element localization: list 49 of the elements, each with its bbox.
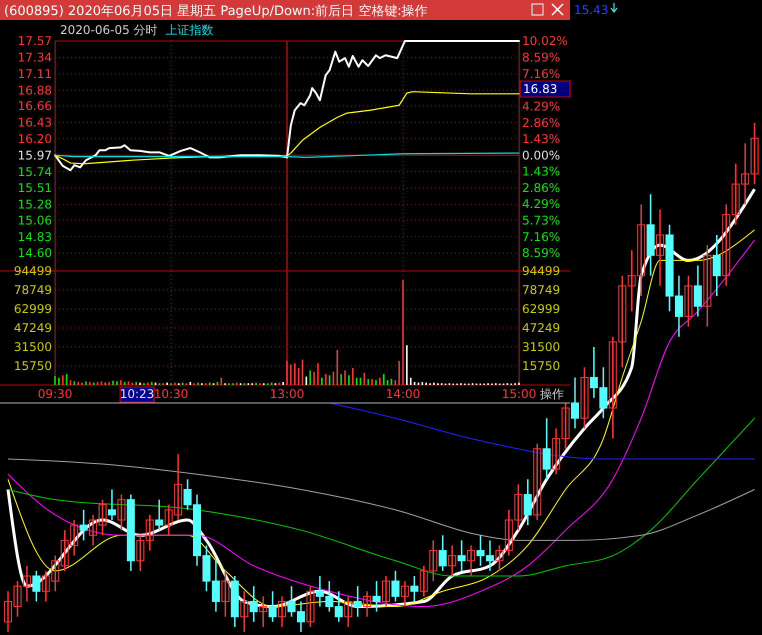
y-tick-label: 17.11 xyxy=(18,67,52,82)
y-tick-label: 62999 xyxy=(14,302,52,316)
y-tick-label: 62999 xyxy=(522,302,560,316)
text: 0.00% xyxy=(522,148,560,162)
text: 8.59% xyxy=(522,50,560,64)
text: 4.29% xyxy=(522,197,560,212)
text: 4.29% xyxy=(522,99,560,114)
x-tick-label: 09:30 xyxy=(38,387,72,401)
text: 7.16% xyxy=(522,66,560,81)
x-tick-label: 15:00 xyxy=(502,387,536,401)
text: 2.86% xyxy=(522,116,560,130)
x-tick-label: 14:00 xyxy=(386,387,420,401)
y-tick-label: 16.43 xyxy=(18,116,52,130)
y-tick-label: 16.66 xyxy=(18,99,52,114)
y-tick-label: 15.28 xyxy=(18,198,52,212)
x-tick-label: 13:00 xyxy=(270,387,304,401)
text: 5.73% xyxy=(522,214,560,228)
annotation: 10:23 xyxy=(120,387,154,401)
y-tick-label: 47249 xyxy=(522,321,560,336)
text: 2.86% xyxy=(522,180,560,195)
y-tick-label: 31500 xyxy=(522,340,560,354)
chart-title: (600895) 2020年06月05日 星期五 PageUp/Down:前后日 空格键:操作 xyxy=(4,4,428,19)
text: 7.16% xyxy=(522,230,560,244)
text: 8.59% xyxy=(522,246,560,260)
chart-subtitle: 2020-06-05 分时 xyxy=(60,23,158,37)
y-tick-label: 15.74 xyxy=(18,164,52,179)
annotation: 操作 xyxy=(540,387,564,401)
y-tick-label: 17.57 xyxy=(18,34,52,48)
y-tick-label: 14.60 xyxy=(18,246,52,260)
y-tick-label: 31500 xyxy=(14,340,52,354)
text: 10.02% xyxy=(522,34,568,48)
y-tick-label: 15.06 xyxy=(18,213,52,228)
y-tick-label: 14.83 xyxy=(18,230,52,244)
y-tick-label: 16.88 xyxy=(18,83,52,98)
text: 15.43 xyxy=(574,3,608,17)
y-tick-label: 78749 xyxy=(14,283,52,298)
text: 16.83 xyxy=(523,82,558,96)
y-tick-label: 16.20 xyxy=(18,132,52,146)
text: 1.43% xyxy=(522,132,560,146)
y-tick-label: 17.34 xyxy=(18,50,52,65)
text: 1.43% xyxy=(522,164,560,179)
y-tick-label: 15.97 xyxy=(18,148,52,162)
y-tick-label: 15750 xyxy=(14,359,52,374)
y-tick-label: 15.51 xyxy=(18,181,52,196)
text: 上证指数 xyxy=(166,23,214,37)
y-tick-label: 78749 xyxy=(522,283,560,298)
x-tick-label: 10:30 xyxy=(154,387,188,401)
y-tick-label: 15750 xyxy=(522,359,560,374)
y-tick-label: 47249 xyxy=(14,321,52,336)
